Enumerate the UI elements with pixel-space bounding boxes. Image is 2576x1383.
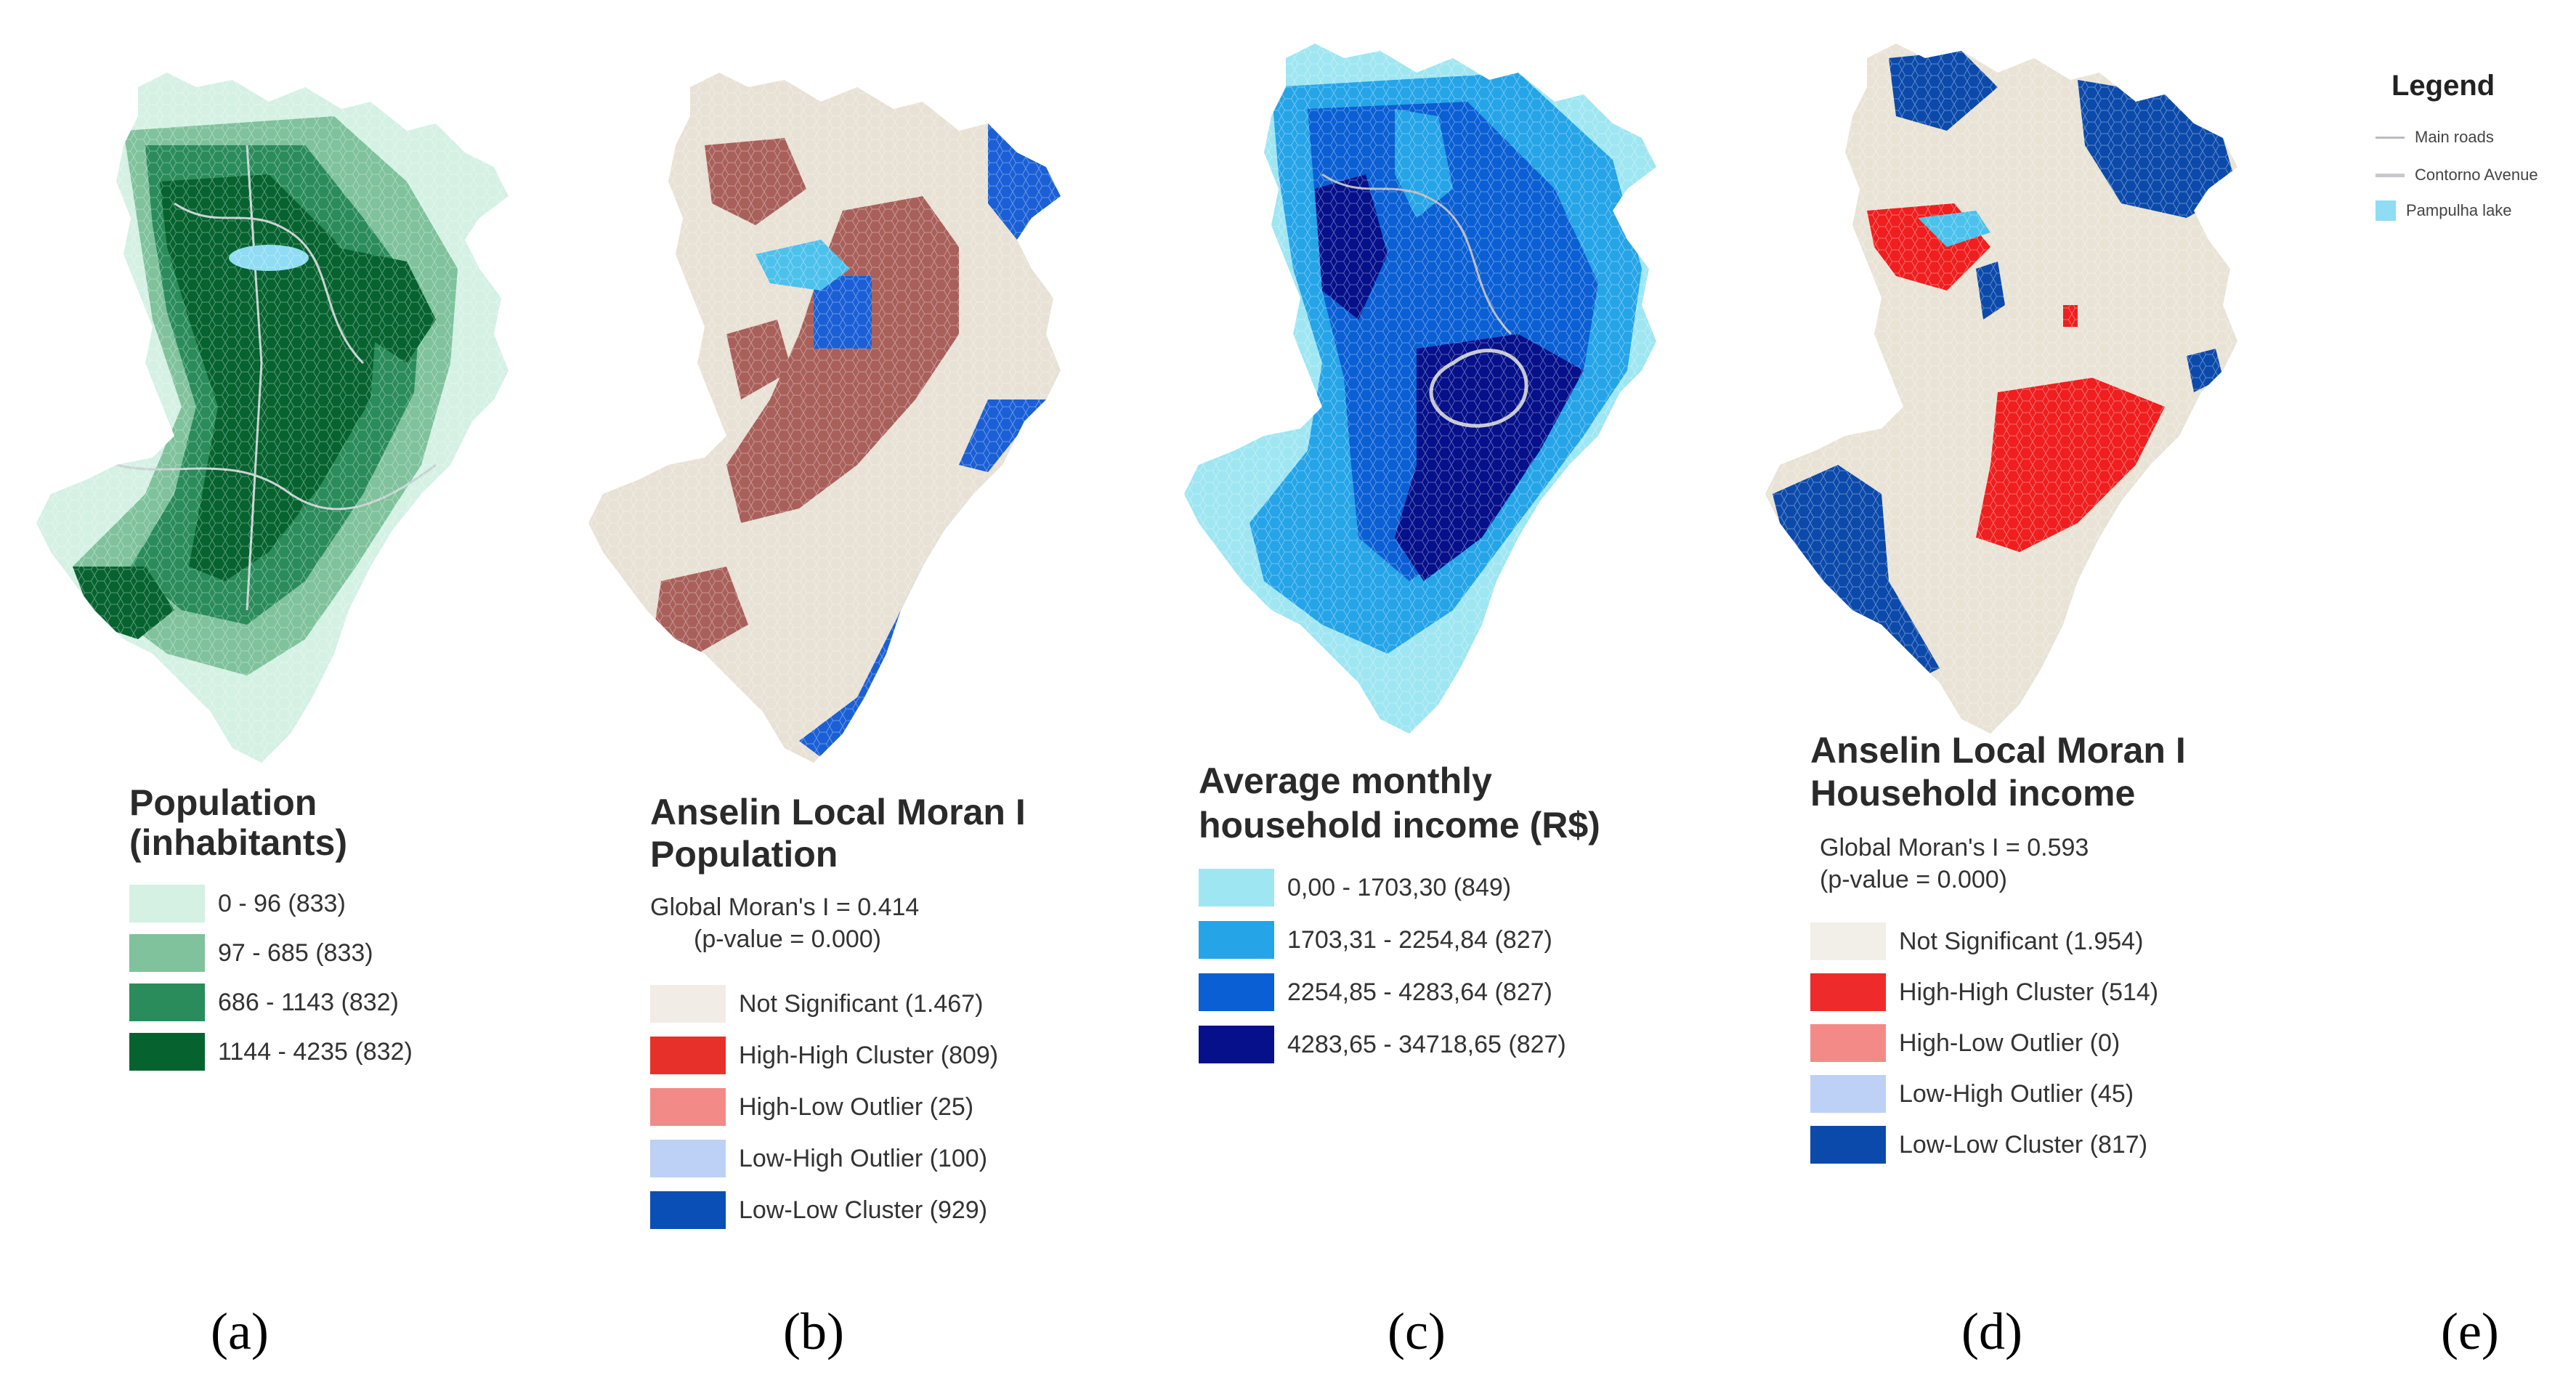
panel-d-title-line2: Household income <box>1810 773 2136 814</box>
panel-label-e: (e) <box>2441 1302 2499 1360</box>
legend-label: Low-High Outlier (45) <box>1899 1079 2134 1108</box>
panel-c-legend-row-2: 1703,31 - 2254,84 (827) <box>1199 921 1552 959</box>
legend-swatch <box>650 1088 726 1126</box>
legend-label: Not Significant (1.954) <box>1899 927 2144 955</box>
legend-swatch <box>650 1191 726 1229</box>
panel-d-title-line1: Anselin Local Moran I <box>1810 730 2186 771</box>
panel-b-legend-row-2: High-High Cluster (809) <box>650 1037 998 1074</box>
legend-label: Low-Low Cluster (929) <box>739 1196 988 1224</box>
panel-a-legend-row-3: 686 - 1143 (832) <box>129 983 399 1021</box>
panel-b-title-line2: Population <box>650 834 838 875</box>
legend-label: High-High Cluster (514) <box>1899 978 2159 1006</box>
panel-a-title-line1: Population <box>129 782 317 823</box>
legend-swatch <box>1810 1075 1886 1113</box>
legend-swatch <box>1199 1026 1274 1063</box>
income-moran-map <box>1765 44 2237 734</box>
road-line-icon <box>2375 136 2405 139</box>
legend-swatch <box>650 1140 726 1177</box>
population-map <box>36 73 509 763</box>
legend-label: High-Low Outlier (25) <box>739 1092 974 1121</box>
legend-item-label: Main roads <box>2415 128 2494 146</box>
panel-label-a: (a) <box>211 1302 269 1360</box>
legend-label: 4283,65 - 34718,65 (827) <box>1287 1030 1566 1058</box>
panel-b-legend-row-5: Low-Low Cluster (929) <box>650 1191 987 1229</box>
panel-b-stat-line2: (p-value = 0.000) <box>694 925 881 953</box>
legend-swatch <box>1199 921 1274 959</box>
income-map <box>1184 44 1656 734</box>
lake-swatch-icon <box>2375 200 2396 221</box>
panel-a-legend-row-4: 1144 - 4235 (832) <box>129 1033 413 1071</box>
legend-swatch <box>1810 973 1886 1011</box>
legend-label: 686 - 1143 (832) <box>218 988 399 1016</box>
panel-c-title-line1: Average monthly <box>1199 761 1492 801</box>
legend-swatch <box>1199 973 1274 1011</box>
panel-label-b: (b) <box>783 1302 844 1360</box>
legend-label: High-High Cluster (809) <box>739 1041 999 1069</box>
panel-d-stat-line1: Global Moran's I = 0.593 <box>1820 834 2089 861</box>
legend-label: 1703,31 - 2254,84 (827) <box>1287 925 1552 954</box>
population-moran-map <box>588 73 1061 763</box>
panel-a-legend-row-1: 0 - 96 (833) <box>129 885 346 922</box>
panel-d-stat-line2: (p-value = 0.000) <box>1820 866 2007 893</box>
legend-label: Low-High Outlier (100) <box>739 1144 988 1172</box>
panel-c-legend-row-3: 2254,85 - 4283,64 (827) <box>1199 973 1552 1011</box>
legend-swatch <box>1199 869 1274 907</box>
panel-b-legend-row-4: Low-High Outlier (100) <box>650 1140 987 1177</box>
legend-label: Not Significant (1.467) <box>739 989 984 1018</box>
general-legend-title: Legend <box>2391 70 2495 102</box>
legend-swatch <box>129 1033 205 1071</box>
panel-label-d: (d) <box>1961 1302 2022 1360</box>
legend-label: 0,00 - 1703,30 (849) <box>1287 873 1512 901</box>
legend-swatch <box>129 983 205 1021</box>
legend-label: Low-Low Cluster (817) <box>1899 1130 2148 1159</box>
panel-d-legend-row-2: High-High Cluster (514) <box>1810 973 2158 1011</box>
legend-item-label: Contorno Avenue <box>2415 166 2538 184</box>
panel-d-legend-row-3: High-Low Outlier (0) <box>1810 1024 2120 1062</box>
panel-c-legend-row-1: 0,00 - 1703,30 (849) <box>1199 869 1511 907</box>
legend-label: High-Low Outlier (0) <box>1899 1029 2121 1057</box>
legend-swatch <box>1810 922 1886 960</box>
panel-d-legend-row-5: Low-Low Cluster (817) <box>1810 1126 2147 1164</box>
legend-item-main-roads: Main roads <box>2375 128 2494 147</box>
legend-swatch <box>1810 1126 1886 1164</box>
legend-label: 1144 - 4235 (832) <box>218 1037 413 1066</box>
legend-swatch <box>650 985 726 1023</box>
panel-b-stat-line1: Global Moran's I = 0.414 <box>650 893 920 921</box>
legend-item-lake: Pampulha lake <box>2375 200 2512 221</box>
panel-c-legend-row-4: 4283,65 - 34718,65 (827) <box>1199 1026 1566 1063</box>
legend-label: 97 - 685 (833) <box>218 938 373 967</box>
panel-b-legend-row-3: High-Low Outlier (25) <box>650 1088 973 1126</box>
panel-a-legend-row-2: 97 - 685 (833) <box>129 934 373 972</box>
panel-c-title-line2: household income (R$) <box>1199 805 1600 845</box>
panel-a-title-line2: (inhabitants) <box>129 822 347 863</box>
panel-label-c: (c) <box>1388 1302 1446 1360</box>
panel-b-legend-row-1: Not Significant (1.467) <box>650 985 983 1023</box>
legend-label: 2254,85 - 4283,64 (827) <box>1287 978 1552 1006</box>
avenue-line-icon <box>2375 173 2405 177</box>
legend-swatch <box>1810 1024 1886 1062</box>
legend-swatch <box>129 885 205 922</box>
legend-item-label: Pampulha lake <box>2406 201 2512 219</box>
panel-d-legend-row-1: Not Significant (1.954) <box>1810 922 2143 960</box>
legend-label: 0 - 96 (833) <box>218 889 346 917</box>
legend-item-contorno: Contorno Avenue <box>2375 166 2538 184</box>
legend-swatch <box>650 1037 726 1074</box>
panel-b-title-line1: Anselin Local Moran I <box>650 792 1026 832</box>
legend-swatch <box>129 934 205 972</box>
panel-d-legend-row-4: Low-High Outlier (45) <box>1810 1075 2134 1113</box>
